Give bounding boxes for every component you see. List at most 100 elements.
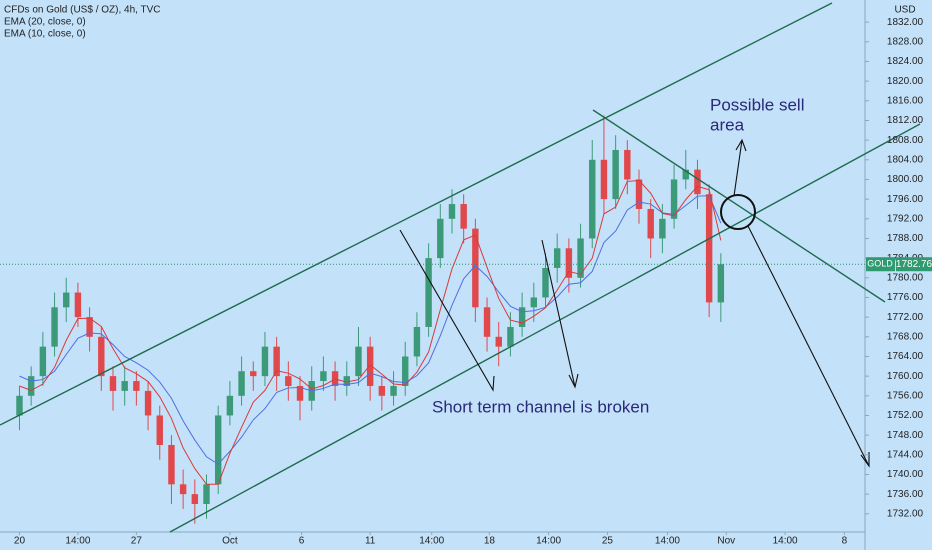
candle-body — [343, 376, 350, 386]
ema-line — [19, 179, 722, 485]
x-tick-label: 14:00 — [773, 536, 798, 547]
ema-line — [19, 195, 722, 465]
candle-body — [577, 238, 584, 278]
x-tick-label: 11 — [365, 536, 376, 547]
candle-body — [27, 376, 35, 396]
candle-body — [402, 356, 409, 386]
candle-body — [179, 484, 187, 495]
candle-body — [203, 484, 210, 504]
candle-body — [530, 297, 538, 308]
channel-upper — [0, 2, 833, 426]
candle-body — [518, 307, 526, 327]
candle-body — [542, 267, 549, 298]
candle-body — [413, 326, 421, 357]
legend-entry: EMA (20, close, 0) — [4, 17, 86, 28]
candle-body — [168, 444, 175, 485]
candle-body — [682, 169, 689, 180]
candle-body — [472, 228, 479, 308]
candle-body — [74, 292, 82, 318]
candle-body — [612, 149, 619, 200]
candle-body — [285, 376, 292, 386]
y-tick-label: 1764.00 — [887, 351, 924, 362]
candle-body — [191, 494, 199, 504]
candle-body — [226, 395, 234, 416]
y-tick-label: 1776.00 — [887, 292, 924, 303]
x-tick-label: 25 — [602, 536, 614, 547]
y-tick-label: 1804.00 — [887, 154, 924, 165]
y-tick-label: 1828.00 — [887, 36, 924, 47]
y-tick-label: 1824.00 — [887, 56, 924, 67]
candle-body — [51, 307, 58, 347]
sell-circle — [720, 194, 756, 230]
symbol-label: GOLD — [867, 259, 893, 269]
candle-body — [694, 169, 701, 195]
candle-body — [437, 218, 444, 259]
candle-body — [483, 307, 491, 337]
candle-body — [355, 346, 362, 377]
candle-body — [553, 248, 561, 268]
annotation: Short term channel is broken — [432, 397, 649, 416]
candle-body — [98, 336, 105, 377]
y-tick-label: 1812.00 — [887, 115, 924, 126]
candle-body — [717, 264, 725, 303]
candle-body — [261, 346, 269, 377]
plot — [16, 115, 725, 524]
arrow — [541, 239, 579, 389]
candle-body — [273, 346, 280, 377]
candle-body — [144, 390, 152, 416]
candle-body — [320, 371, 327, 382]
candle-body — [507, 326, 514, 347]
candle-body — [565, 248, 573, 278]
y-tick-label: 1760.00 — [887, 371, 924, 382]
y-tick-label: 1800.00 — [887, 174, 924, 185]
candle-body — [647, 208, 654, 239]
last-price-label: 1782.76 — [896, 259, 932, 270]
candle-body — [600, 159, 608, 200]
candle-body — [109, 376, 117, 391]
candle-body — [250, 371, 257, 377]
y-tick-label: 1756.00 — [887, 390, 924, 401]
candle-body — [121, 381, 128, 391]
candle-body — [86, 317, 93, 337]
candle-body — [16, 395, 23, 416]
candle-body — [495, 336, 502, 347]
y-tick-label: 1816.00 — [887, 95, 924, 106]
x-tick-label: 20 — [14, 536, 26, 547]
y-tick-label: 1780.00 — [887, 272, 924, 283]
candle-body — [238, 371, 245, 396]
candle-body — [39, 346, 47, 377]
arrow — [747, 225, 870, 468]
y-tick-label: 1736.00 — [887, 489, 924, 500]
down-trendline — [592, 109, 886, 303]
annotation: area — [710, 115, 745, 134]
y-tick-label: 1744.00 — [887, 449, 924, 460]
candle-body — [390, 385, 397, 396]
chart-title: CFDs on Gold (US$ / OZ), 4h, TVC — [4, 5, 161, 16]
y-tick-label: 1792.00 — [887, 213, 924, 224]
x-tick-label: 18 — [484, 536, 496, 547]
candle-body — [670, 179, 678, 219]
candle-body — [425, 258, 432, 327]
candle-body — [624, 149, 631, 180]
candle-body — [366, 346, 374, 386]
currency: USD — [894, 5, 915, 16]
candle-body — [63, 292, 70, 308]
x-tick-label: 14:00 — [536, 536, 561, 547]
y-tick-label: 1796.00 — [887, 194, 924, 205]
x-tick-label: 14:00 — [65, 536, 90, 547]
candle-body — [133, 381, 140, 391]
candle-body — [635, 179, 643, 209]
y-tick-label: 1752.00 — [887, 410, 924, 421]
y-tick-label: 1832.00 — [887, 17, 924, 28]
candle-body — [214, 415, 222, 485]
x-tick-label: 6 — [299, 536, 305, 547]
x-tick-label: Oct — [222, 536, 238, 547]
x-tick-label: 14:00 — [419, 536, 444, 547]
arrow — [733, 138, 747, 197]
y-tick-label: 1788.00 — [887, 233, 924, 244]
x-tick-label: 27 — [131, 536, 143, 547]
channel-lower — [169, 123, 921, 533]
symbol-tag — [866, 257, 895, 272]
